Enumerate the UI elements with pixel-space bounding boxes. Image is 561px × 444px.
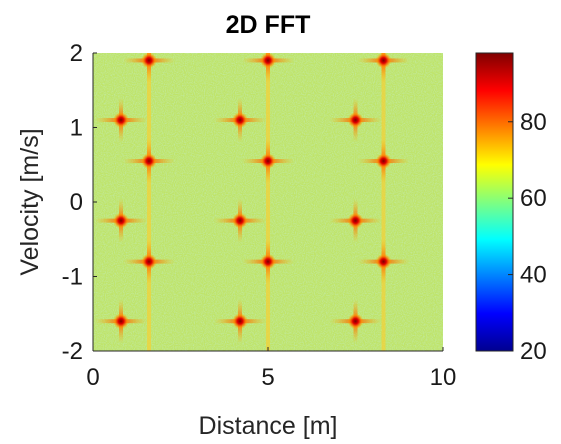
- y-tick-label: -1: [62, 264, 83, 291]
- peak-core: [260, 53, 276, 69]
- peak-7: [123, 139, 175, 184]
- peak-layer: [95, 53, 410, 344]
- y-tick-label: -2: [62, 338, 83, 365]
- chart-title: 2D FFT: [226, 11, 311, 39]
- peak-1: [123, 53, 175, 83]
- peak-core: [141, 253, 157, 270]
- peak-core: [232, 112, 248, 129]
- peak-5: [214, 98, 266, 143]
- peak-10: [95, 198, 147, 243]
- x-tick-label: 0: [86, 364, 99, 391]
- peak-core: [113, 212, 129, 229]
- peak-14: [242, 239, 294, 284]
- peak-core: [347, 112, 364, 129]
- peak-4: [95, 98, 147, 143]
- y-tick-label: 2: [70, 40, 83, 67]
- peak-16: [95, 299, 147, 344]
- peak-15: [357, 239, 410, 284]
- colorbar-tick-label: 40: [520, 262, 547, 289]
- colorbar-frame: [475, 52, 514, 352]
- y-tick-label: 0: [70, 189, 83, 216]
- vertical-ridge-2: [266, 53, 270, 351]
- peak-11: [214, 198, 266, 243]
- peak-core: [347, 313, 364, 330]
- peak-2: [242, 53, 294, 83]
- vertical-ridge-1: [147, 53, 151, 351]
- colorbar-gradient: [476, 53, 513, 351]
- peak-core: [260, 253, 276, 270]
- vertical-ridge-3: [381, 53, 386, 351]
- axes: 0 5 10 -2 -1 0 1 2: [62, 40, 457, 391]
- peak-8: [242, 139, 294, 184]
- x-axis-label: Distance [m]: [199, 412, 338, 440]
- peak-core: [113, 313, 129, 330]
- peak-core: [232, 212, 248, 229]
- colorbar-tick-label: 60: [520, 185, 547, 212]
- peak-core: [260, 153, 276, 170]
- x-tick-label: 5: [261, 364, 274, 391]
- peak-core: [141, 153, 157, 170]
- peak-13: [123, 239, 175, 284]
- peak-3: [357, 53, 410, 83]
- y-tick-label: 1: [70, 115, 83, 142]
- peak-core: [375, 153, 392, 170]
- peak-core: [347, 212, 364, 229]
- peak-17: [214, 299, 266, 344]
- colorbar: 20 40 60 80: [475, 52, 547, 365]
- x-tick-label: 10: [430, 364, 457, 391]
- peak-9: [357, 139, 410, 184]
- colorbar-tick-label: 20: [520, 338, 547, 365]
- peak-core: [141, 53, 157, 69]
- ridge-layer: [147, 53, 386, 351]
- colorbar-tick-label: 80: [520, 109, 547, 136]
- colorbar-ticks: 20 40 60 80: [508, 109, 547, 365]
- peak-12: [329, 198, 382, 243]
- peak-6: [329, 98, 382, 143]
- peak-core: [232, 313, 248, 330]
- peak-18: [329, 299, 382, 344]
- plot-area: [93, 53, 443, 351]
- peak-core: [375, 53, 392, 69]
- peak-core: [375, 253, 392, 270]
- peak-core: [113, 112, 129, 129]
- y-axis-label: Velocity [m/s]: [16, 128, 44, 275]
